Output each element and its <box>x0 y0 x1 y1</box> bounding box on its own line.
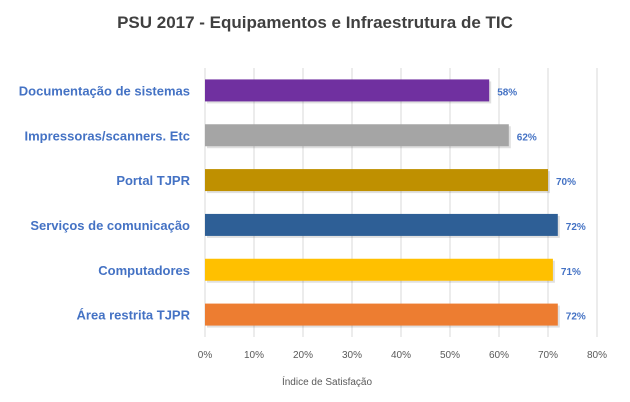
category-label: Área restrita TJPR <box>77 308 191 323</box>
bar <box>205 258 553 281</box>
x-tick-label: 10% <box>244 350 264 361</box>
x-tick-label: 20% <box>293 350 313 361</box>
x-tick-label: 80% <box>587 350 607 361</box>
bar <box>205 124 509 147</box>
data-label: 62% <box>517 132 537 143</box>
category-label: Impressoras/scanners. Etc <box>25 128 190 143</box>
category-label: Computadores <box>98 263 190 278</box>
x-tick-label: 70% <box>538 350 558 361</box>
data-label: 70% <box>556 177 576 188</box>
gridlines <box>204 68 598 337</box>
bar <box>205 213 558 236</box>
chart-title: PSU 2017 - Equipamentos e Infraestrutura… <box>117 13 513 32</box>
data-label: 72% <box>566 222 586 233</box>
x-tick-label: 30% <box>342 350 362 361</box>
category-label: Portal TJPR <box>116 173 190 188</box>
category-label: Serviços de comunicação <box>30 218 190 233</box>
data-label: 58% <box>497 87 517 98</box>
x-axis-title: Índice de Satisfação <box>282 375 372 388</box>
category-labels: Documentação de sistemas Impressoras/scan… <box>19 83 191 322</box>
x-tick-label: 50% <box>440 350 460 361</box>
bar <box>205 169 548 192</box>
x-tick-label: 60% <box>489 350 509 361</box>
data-label: 71% <box>561 267 581 278</box>
category-label: Documentação de sistemas <box>19 83 190 98</box>
data-labels: 58% 62% 70% 72% 71% 72% <box>497 87 586 322</box>
x-tick-label: 0% <box>198 350 213 361</box>
bar <box>205 303 558 326</box>
data-label: 72% <box>566 312 586 323</box>
x-axis-ticks: 0% 10% 20% 30% 40% 50% 60% 70% 80% <box>198 350 607 361</box>
x-tick-label: 40% <box>391 350 411 361</box>
bars <box>205 79 560 328</box>
bar <box>205 79 490 102</box>
